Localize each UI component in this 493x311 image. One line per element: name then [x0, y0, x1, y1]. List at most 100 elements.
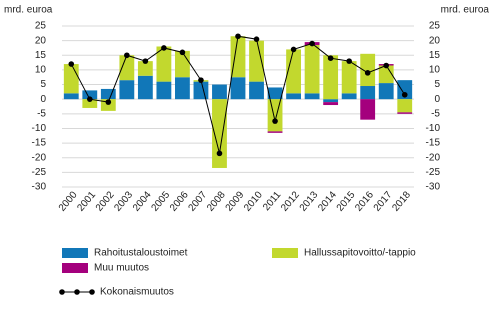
total-dot	[235, 33, 241, 40]
legend-label: Hallussapitovoitto/-tappio	[304, 248, 416, 259]
bar-segment	[267, 131, 283, 133]
y-tick-label: 10	[35, 65, 47, 76]
bar-segment	[304, 93, 320, 100]
bar-segment	[304, 45, 320, 94]
bar-segment	[397, 80, 413, 100]
x-tick-label: 2010	[242, 189, 265, 213]
bar-segment	[249, 81, 264, 100]
total-dot	[253, 36, 260, 42]
y2-tick-label: -15	[426, 138, 441, 149]
x-tick-label: 2001	[75, 189, 98, 213]
y-tick-label: 5	[40, 79, 46, 90]
x-tick-label: 2017	[372, 189, 395, 213]
x-tick-label: 2009	[224, 189, 247, 213]
bar-segment	[119, 55, 135, 81]
bar-segment	[63, 64, 79, 94]
y2-tick-label: 10	[429, 65, 441, 76]
bar-segment	[230, 77, 246, 100]
x-tick-label: 2011	[261, 189, 284, 213]
y2-tick-label: -25	[426, 167, 441, 178]
bar-segment	[156, 81, 172, 100]
bar-segment	[63, 93, 79, 100]
bar-segment	[193, 81, 209, 100]
total-dot	[142, 58, 149, 64]
bar-segment	[230, 36, 246, 78]
y-tick-label: 25	[35, 21, 47, 32]
x-tick-label: 2013	[298, 189, 321, 213]
bar-segment	[323, 55, 339, 100]
y2-tick-label: -10	[426, 123, 441, 134]
bar-segment	[286, 93, 301, 100]
bar-segment	[360, 86, 376, 100]
bar-segment	[100, 88, 116, 100]
bar-segment	[397, 99, 413, 113]
total-dot	[346, 58, 352, 64]
bar-segment	[249, 40, 264, 82]
bar-segment	[360, 99, 376, 120]
x-tick-label: 2018	[390, 189, 413, 213]
y-tick-label: -20	[32, 152, 47, 163]
x-tick-label: 2004	[131, 189, 154, 213]
total-dot	[198, 77, 204, 83]
y2-tick-label: 20	[429, 35, 441, 46]
total-dot	[272, 118, 278, 124]
y2-tick-label: -5	[431, 108, 440, 119]
total-dot	[105, 99, 112, 105]
legend-swatch	[62, 263, 88, 273]
y-tick-label: -30	[32, 182, 47, 193]
bar-segment	[175, 77, 190, 100]
bar-segment	[212, 84, 227, 100]
legend-swatch	[272, 248, 298, 258]
bar-segment	[137, 61, 153, 76]
total-dot	[124, 52, 130, 59]
y2-tick-label: 0	[434, 94, 440, 105]
y-tick-label: -5	[37, 108, 46, 119]
bar-segment	[267, 87, 283, 100]
total-dot	[309, 40, 315, 47]
y2-tick-label: 15	[429, 50, 441, 61]
x-tick-label: 2006	[168, 189, 191, 213]
y2-tick-label: 5	[434, 79, 440, 90]
x-tick-label: 2002	[94, 189, 117, 213]
y-tick-label: -25	[32, 167, 47, 178]
y2-tick-label: -20	[426, 152, 441, 163]
legend-dot	[59, 289, 65, 295]
bar-segment	[323, 99, 339, 103]
legend-label: Muu muutos	[94, 263, 149, 274]
x-tick-label: 2000	[57, 189, 80, 213]
x-tick-label: 2012	[279, 189, 302, 213]
bar-segment	[378, 65, 394, 84]
total-dot	[401, 91, 408, 98]
y-tick-label: 0	[40, 94, 46, 105]
x-tick-label: 2014	[316, 189, 339, 213]
bar-segment	[267, 99, 283, 132]
total-dot	[290, 46, 297, 53]
bar-segment	[360, 53, 376, 87]
legend-label: Kokonaismuutos	[100, 287, 174, 298]
bar-segment	[100, 99, 116, 111]
bar-segment	[341, 93, 357, 100]
bar-segment	[82, 90, 98, 100]
y-tick-label: -10	[32, 123, 47, 134]
legend-dot	[74, 289, 80, 295]
bar-segment	[137, 75, 153, 100]
bar-segment	[341, 61, 357, 94]
total-dot	[364, 70, 371, 76]
y2-tick-label: 25	[429, 21, 441, 32]
bar-segment	[286, 49, 301, 94]
total-dot	[327, 55, 334, 61]
bar-segment	[323, 102, 339, 106]
x-tick-label: 2016	[353, 189, 376, 213]
x-tick-label: 2005	[149, 189, 172, 213]
total-dot	[216, 150, 223, 157]
legend-swatch	[62, 248, 88, 258]
bar-segment	[156, 46, 172, 82]
bar-segment	[119, 80, 135, 100]
y-tick-label: -15	[32, 138, 47, 149]
total-dot	[179, 49, 186, 56]
total-dot	[68, 61, 75, 67]
bar-segment	[397, 112, 413, 114]
legend-dot	[89, 289, 95, 295]
y-axis-label: mrd. euroa	[4, 5, 53, 16]
